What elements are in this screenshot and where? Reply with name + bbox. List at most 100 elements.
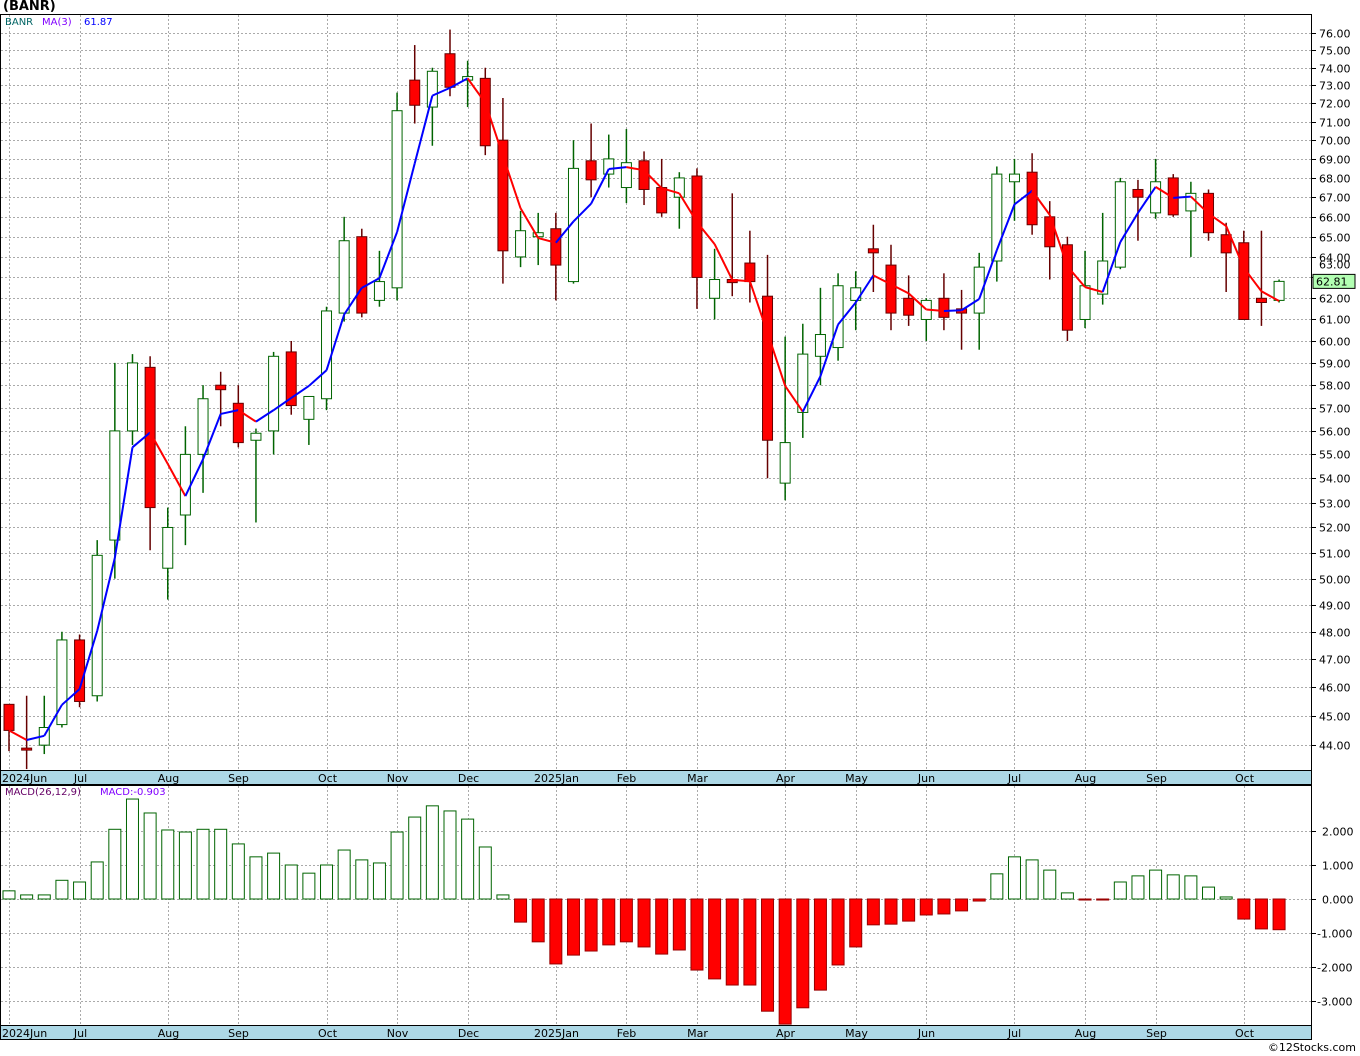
y-tick-label: 47.00 (1319, 654, 1351, 667)
candle (585, 123, 597, 198)
candle-body (550, 228, 562, 266)
y-tick-label: 63.00 (1319, 258, 1351, 271)
candle-body (197, 398, 209, 455)
ma-line-segment (184, 458, 204, 497)
macd-bar (390, 831, 404, 900)
macd-bar (496, 894, 510, 900)
macd-bar (1043, 869, 1057, 900)
y-tick-label: 60.00 (1319, 336, 1351, 349)
current-price-label: 62.81 (1316, 275, 1348, 288)
candle (797, 323, 809, 438)
macd-bar (1272, 898, 1286, 931)
candle (903, 275, 915, 326)
candle (409, 45, 421, 124)
y-tick-label: 66.00 (1319, 212, 1351, 225)
candle (885, 244, 897, 331)
macd-bar (1025, 859, 1039, 900)
candle-body (285, 351, 297, 407)
candle-body (1132, 188, 1144, 198)
x-tick-label: Apr (776, 1027, 796, 1040)
candle-body (426, 70, 438, 108)
ma-line-segment (378, 231, 399, 279)
macd-bar (531, 898, 545, 943)
macd-bar (1184, 875, 1198, 900)
candle-body (744, 262, 756, 283)
macd-x-axis (0, 1025, 1312, 1040)
ma-line-segment (131, 431, 151, 449)
ma-line-segment (43, 704, 63, 737)
ma-line-segment (766, 332, 787, 387)
ma-line-segment (484, 102, 504, 157)
macd-bar (196, 828, 210, 900)
macd-y-tick-label: 1.000 (1322, 860, 1354, 873)
candle-body (232, 402, 244, 444)
ma-line-segment (431, 86, 451, 97)
y-tick-label: 46.00 (1319, 682, 1351, 695)
candle (268, 351, 280, 455)
y-tick-label: 54.00 (1319, 473, 1351, 486)
candle (285, 341, 297, 415)
ma-line-segment (255, 409, 275, 423)
candle-body (1044, 216, 1056, 248)
y-tick-label: 45.00 (1319, 711, 1351, 724)
ma-line-segment (290, 385, 310, 399)
macd-bar (1078, 898, 1092, 901)
ma-line-segment (555, 220, 575, 244)
ma-line-segment (113, 447, 134, 559)
macd-bar (1237, 898, 1251, 920)
ma-line-segment (661, 187, 680, 195)
candle-body (1150, 181, 1162, 214)
candle-body (268, 355, 280, 432)
macd-bar (637, 898, 651, 948)
macd-bar (1131, 875, 1145, 900)
candle (814, 287, 826, 386)
macd-bar (408, 816, 422, 900)
macd-bar (337, 849, 351, 900)
macd-bar (1202, 886, 1216, 900)
y-tick-label: 75.00 (1319, 45, 1351, 58)
ma-line-segment (308, 369, 328, 387)
macd-bar (37, 894, 51, 900)
ma-line-segment (837, 301, 857, 326)
x-tick-label: Sep (228, 1027, 249, 1040)
ma-line-segment (678, 192, 698, 223)
ma-line-segment (220, 409, 239, 415)
candle-body (321, 310, 333, 400)
candle-body (179, 453, 191, 516)
macd-bar (214, 828, 228, 900)
candle (56, 631, 68, 728)
candle (215, 371, 227, 427)
macd-bar (1096, 898, 1110, 901)
macd-bar (90, 861, 104, 900)
candle-body (1220, 234, 1232, 254)
candle (426, 67, 438, 146)
legend-macd-value: MACD:-0.903 (100, 787, 166, 798)
ma-line-segment (1207, 212, 1227, 227)
candle-body (991, 173, 1003, 262)
copyright-text: ©12Stocks.com (1267, 1041, 1356, 1054)
macd-bar (708, 898, 722, 980)
x-tick-label: Aug (158, 772, 179, 785)
ma-line-segment (537, 237, 557, 244)
candle (232, 385, 244, 448)
candle-body (1167, 177, 1179, 216)
x-tick-label: May (845, 1027, 868, 1040)
ma-line-segment (237, 409, 257, 423)
ma-line-segment (1013, 189, 1033, 206)
ma-line-segment (801, 375, 822, 413)
candle-body (1273, 280, 1285, 301)
macd-bar (55, 879, 69, 900)
macd-bar (161, 829, 175, 900)
candle (356, 228, 368, 318)
candle-body (603, 158, 615, 175)
x-tick-label: May (845, 772, 868, 785)
candle (391, 92, 403, 301)
x-tick-label: Oct (1235, 1027, 1255, 1040)
ma-line-segment (1084, 286, 1103, 293)
macd-bar (2, 890, 16, 900)
candle-body (1114, 181, 1126, 268)
macd-bar (655, 898, 669, 955)
ma-line-segment (519, 207, 540, 239)
macd-bar (108, 828, 122, 900)
